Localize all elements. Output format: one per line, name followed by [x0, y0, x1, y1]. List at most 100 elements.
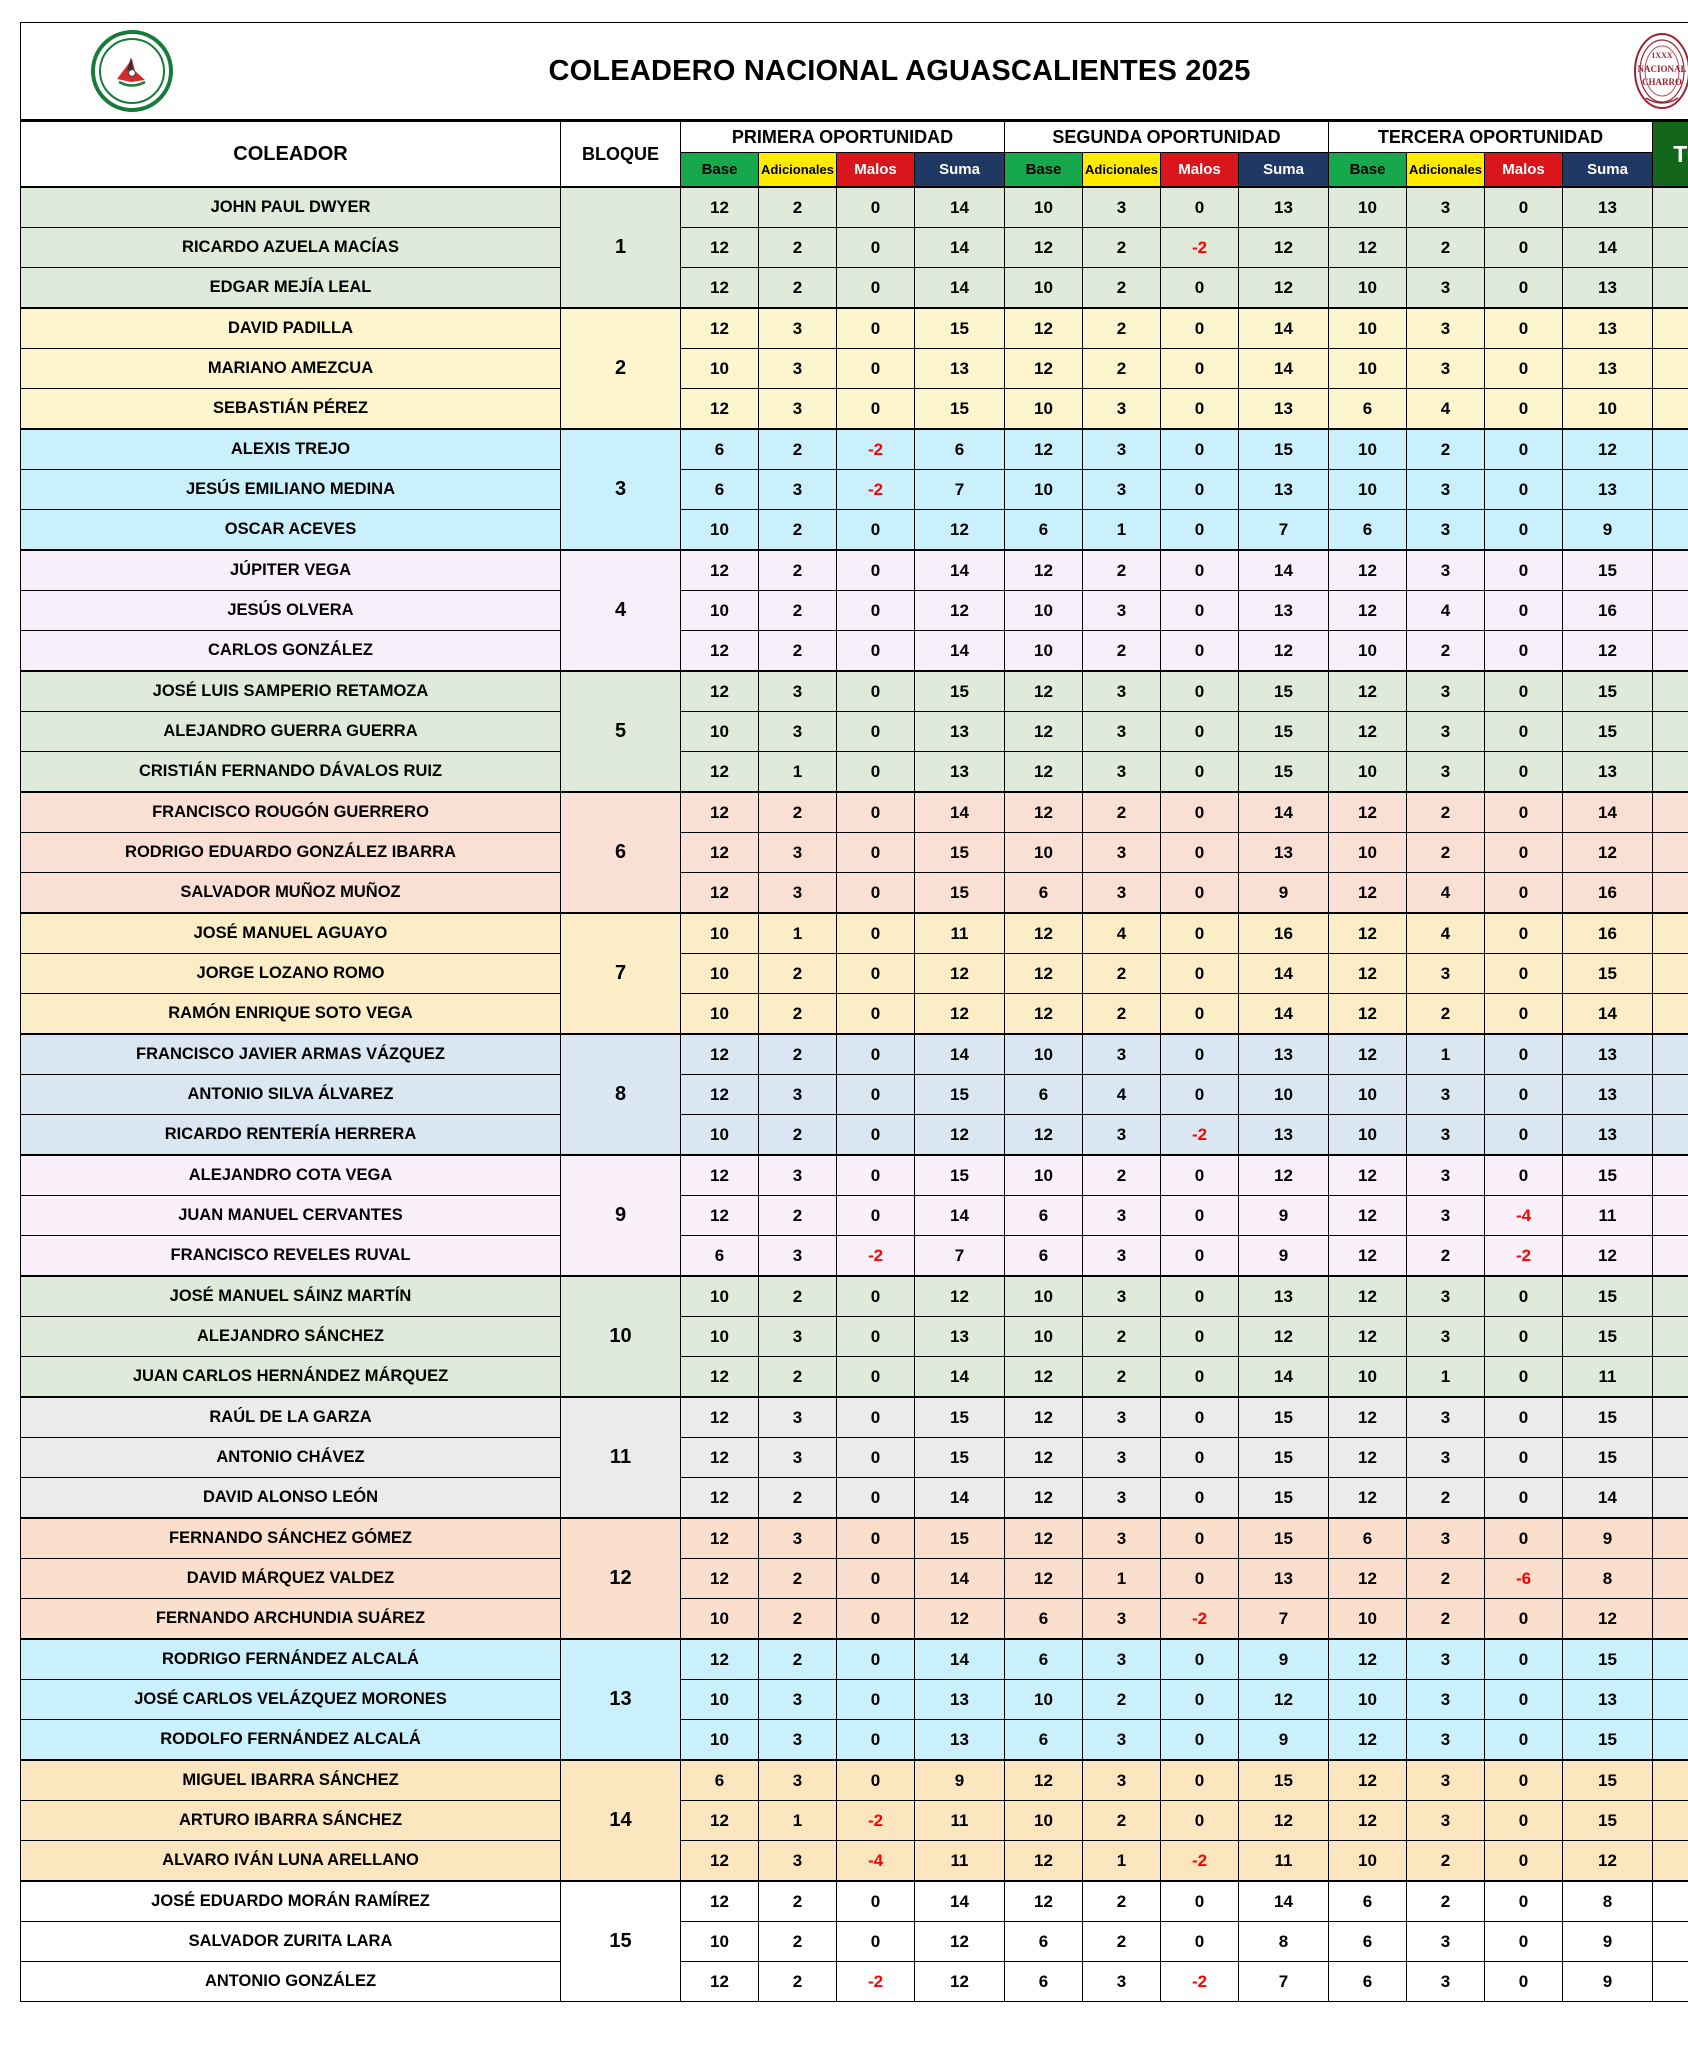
score-cell-suma-op3: 15: [1562, 711, 1653, 752]
score-cell-malos-op1: -2: [836, 1235, 915, 1277]
score-cell-malos-op1: 0: [836, 1154, 915, 1196]
score-cell-adicionales-op1: 2: [758, 227, 837, 268]
score-cell-malos-op3: 0: [1484, 307, 1563, 349]
score-cell-base-op2: 12: [1004, 912, 1083, 954]
coleador-name-cell: EDGAR MEJÍA LEAL: [20, 267, 561, 309]
score-cell-malos-op2: 0: [1160, 751, 1239, 793]
coleador-name-cell: FERNANDO SÁNCHEZ GÓMEZ: [20, 1517, 561, 1559]
score-cell-suma-op3: 15: [1562, 953, 1653, 994]
score-cell-malos-op1: 0: [836, 1719, 915, 1761]
score-cell-base-op1: 12: [680, 1880, 759, 1922]
table-row: FRANCISCO ROUGÓN GUERRERO 6 12 2 0 14 12 2 0 14 12…: [20, 791, 1688, 914]
score-cell-adicionales-op2: 2: [1082, 1800, 1161, 1841]
score-cell-malos-op3: 0: [1484, 711, 1563, 752]
table-row: ALEJANDRO GUERRA GUERRA 10 3 0 13 12 3 0 15 12 3 0 1…: [20, 711, 1688, 752]
score-cell-malos-op3: 0: [1484, 912, 1563, 954]
score-cell-adicionales-op1: 2: [758, 1598, 837, 1640]
score-cell-adicionales-op2: 3: [1082, 872, 1161, 914]
score-cell-malos-op3: 0: [1484, 1477, 1563, 1519]
table-row: OSCAR ACEVES1020126107630928: [20, 509, 1688, 551]
coleador-name-cell: JUAN MANUEL CERVANTES: [20, 1195, 561, 1236]
score-cell-adicionales-op2: 3: [1082, 711, 1161, 752]
score-cell-adicionales-op1: 2: [758, 1275, 837, 1317]
table-body: JOHN PAUL DWYER112201410301310301340RICA…: [20, 186, 1688, 2002]
coleador-name-cell: JOSÉ EDUARDO MORÁN RAMÍREZ: [20, 1880, 561, 1922]
score-cell-adicionales-op3: 2: [1406, 227, 1485, 268]
score-cell-suma-op1: 14: [914, 791, 1005, 833]
coleador-name-cell: DAVID PADILLA: [20, 307, 561, 349]
total-cell: 31: [1651, 1598, 1688, 1640]
score-cell-malos-op1: 0: [836, 1396, 915, 1438]
coleador-name-cell: SALVADOR ZURITA LARA: [20, 1921, 561, 1962]
score-cell-malos-op1: 0: [836, 670, 915, 712]
score-cell-adicionales-op3: 2: [1406, 1598, 1485, 1640]
score-cell-adicionales-op2: 3: [1082, 469, 1161, 510]
table-row: ANTONIO SILVA ÁLVAREZ1230156401010301338: [20, 1074, 1688, 1115]
subheader-adicionales-2: Adicionales: [1082, 152, 1161, 188]
score-cell-base-op2: 10: [1004, 1679, 1083, 1720]
score-cell-adicionales-op3: 4: [1406, 388, 1485, 430]
table-row: ALEJANDRO SÁNCHEZ10301310201212301540: [20, 1316, 1688, 1357]
table-row: RICARDO AZUELA MACÍAS 12 2 0 14 12 2 -2 12 12 2 0 14…: [20, 227, 1688, 268]
score-cell-suma-op2: 13: [1238, 1275, 1329, 1317]
score-cell-suma-op1: 13: [914, 711, 1005, 752]
negative-score: -2: [1191, 1124, 1208, 1144]
score-cell-suma-op2: 8: [1238, 1921, 1329, 1962]
coleador-name-cell: RICARDO AZUELA MACÍAS: [20, 227, 561, 268]
score-cell-suma-op1: 12: [914, 1921, 1005, 1962]
score-cell-malos-op3: 0: [1484, 1033, 1563, 1075]
score-cell-suma-op2: 14: [1238, 953, 1329, 994]
score-cell-malos-op3: 0: [1484, 791, 1563, 833]
score-cell-adicionales-op3: 3: [1406, 1921, 1485, 1962]
total-cell: 38: [1651, 1800, 1688, 1841]
score-cell-suma-op1: 13: [914, 1719, 1005, 1761]
bloque-cell: 1: [560, 186, 681, 309]
page-title: COLEADERO NACIONAL AGUASCALIENTES 2025: [548, 54, 1251, 87]
score-cell-malos-op1: 0: [836, 1195, 915, 1236]
score-cell-suma-op3: 9: [1562, 509, 1653, 551]
score-cell-adicionales-op3: 3: [1406, 1638, 1485, 1680]
score-cell-base-op2: 6: [1004, 1638, 1083, 1680]
score-cell-base-op2: 12: [1004, 1114, 1083, 1156]
score-cell-suma-op2: 7: [1238, 1598, 1329, 1640]
score-cell-adicionales-op3: 3: [1406, 307, 1485, 349]
coleador-name-cell: JESÚS EMILIANO MEDINA: [20, 469, 561, 510]
table-row: SALVADOR ZURITA LARA1020126208630929: [20, 1921, 1688, 1962]
table-row: RODOLFO FERNÁNDEZ ALCALÁ 10 3 0 13 6 3 0 9 12 3 0 15…: [20, 1719, 1688, 1761]
score-cell-adicionales-op1: 3: [758, 1396, 837, 1438]
score-cell-adicionales-op1: 2: [758, 993, 837, 1035]
column-header-bloque: BLOQUE: [560, 120, 681, 188]
score-cell-adicionales-op1: 3: [758, 388, 837, 430]
score-cell-base-op3: 10: [1328, 832, 1407, 873]
score-cell-base-op2: 10: [1004, 469, 1083, 510]
score-cell-base-op1: 12: [680, 549, 759, 591]
score-cell-malos-op2: 0: [1160, 1477, 1239, 1519]
table-row: JORGE LOZANO ROMO10201212201412301541: [20, 953, 1688, 994]
score-cell-malos-op1: -2: [836, 1961, 915, 2002]
coleador-name-cell: JOSÉ LUIS SAMPERIO RETAMOZA: [20, 670, 561, 712]
score-cell-base-op1: 6: [680, 1235, 759, 1277]
score-cell-base-op3: 6: [1328, 388, 1407, 430]
table-row: JOSÉ LUIS SAMPERIO RETAMOZA 5 12 3 0 15 12 3 0 15…: [20, 670, 1688, 793]
bloque-cell: 4: [560, 549, 681, 672]
bloque-cell: 3: [560, 428, 681, 551]
score-cell-suma-op1: 12: [914, 1275, 1005, 1317]
score-cell-suma-op2: 13: [1238, 388, 1329, 430]
score-cell-malos-op2: 0: [1160, 1316, 1239, 1357]
score-cell-adicionales-op1: 2: [758, 630, 837, 672]
score-cell-adicionales-op1: 2: [758, 549, 837, 591]
score-cell-suma-op1: 14: [914, 227, 1005, 268]
score-cell-suma-op3: 15: [1562, 549, 1653, 591]
charro-emblem-icon: [117, 57, 146, 88]
score-cell-malos-op3: 0: [1484, 348, 1563, 389]
score-cell-adicionales-op2: 4: [1082, 912, 1161, 954]
coleador-name-cell: FERNANDO ARCHUNDIA SUÁREZ: [20, 1598, 561, 1640]
score-cell-adicionales-op3: 3: [1406, 1074, 1485, 1115]
score-cell-malos-op1: 0: [836, 267, 915, 309]
coleador-name-cell: JESÚS OLVERA: [20, 590, 561, 631]
score-cell-suma-op1: 14: [914, 630, 1005, 672]
table-row: RAMÓN ENRIQUE SOTO VEGA 10 2 0 12 12 2 0 14 12 2 0 1…: [20, 993, 1688, 1035]
score-cell-malos-op3: 0: [1484, 1154, 1563, 1196]
score-cell-malos-op2: 0: [1160, 1558, 1239, 1599]
